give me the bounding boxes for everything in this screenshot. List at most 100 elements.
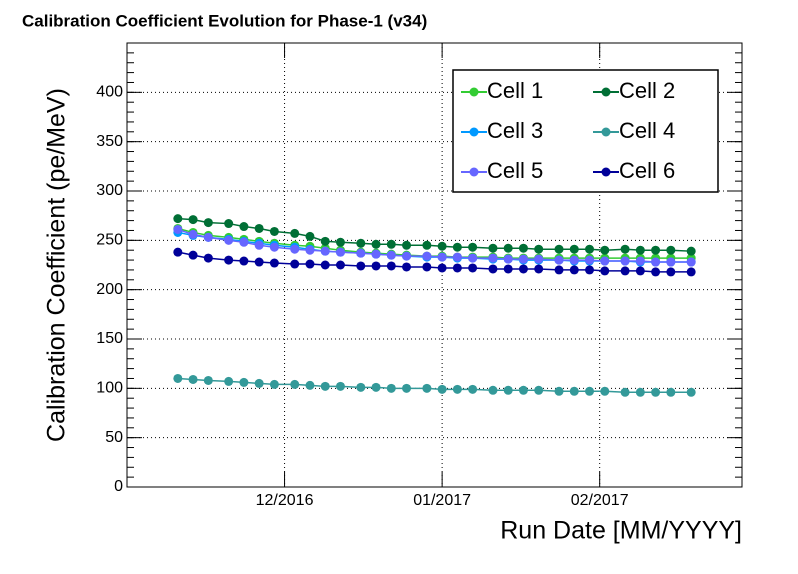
data-point [686,387,696,397]
data-point [290,228,300,238]
data-point [503,243,513,253]
data-point [666,257,676,267]
data-point [503,254,513,264]
data-point [554,265,564,275]
data-point [488,264,498,274]
data-point [651,387,661,397]
data-point [269,242,279,252]
data-point [503,385,513,395]
data-point [335,381,345,391]
data-point [254,378,264,388]
data-point [305,231,315,241]
plot-frame [126,42,743,488]
data-point [356,248,366,258]
data-point [554,386,564,396]
data-point [224,219,234,229]
data-point [585,255,595,265]
data-point [305,259,315,269]
data-point [386,383,396,393]
data-point [402,251,412,261]
data-point [651,257,661,267]
data-point [488,253,498,263]
data-point [188,374,198,384]
data-point [503,264,513,274]
data-point [320,381,330,391]
legend-marker [469,127,479,137]
data-point [254,257,264,267]
data-point [600,245,610,255]
data-point [635,266,645,276]
data-point [305,245,315,255]
data-point [386,239,396,249]
data-point [203,218,213,228]
data-point [620,256,630,266]
data-point [203,253,213,263]
data-point [635,245,645,255]
data-point [239,222,249,232]
data-point [371,239,381,249]
data-point [600,266,610,276]
data-point [402,262,412,272]
data-point [686,257,696,267]
data-point [371,382,381,392]
data-point [468,253,478,263]
data-point [437,252,447,262]
y-axis-label: Calibration Coefficient (pe/MeV) [43,88,71,442]
data-point [600,256,610,266]
data-point [320,236,330,246]
data-point [254,223,264,233]
y-tick-label: 400 [96,84,123,101]
data-point [686,246,696,256]
data-point [269,379,279,389]
series-line [177,377,692,394]
data-point [437,263,447,273]
y-tick-label: 200 [96,281,123,298]
data-point [386,250,396,260]
data-point [534,264,544,274]
legend-label: Cell 2 [619,78,675,103]
data-point [437,241,447,251]
data-point [386,261,396,271]
data-point [224,255,234,265]
data-point [422,383,432,393]
y-tick-label: 250 [96,232,123,249]
chart-title: Calibration Coefficient Evolution for Ph… [22,11,427,30]
data-point [239,256,249,266]
data-point [452,263,462,273]
data-point [290,244,300,254]
data-point [488,385,498,395]
data-point [554,255,564,265]
legend-label: Cell 6 [619,158,675,183]
legend-label: Cell 4 [619,118,675,143]
y-tick-label: 150 [96,330,123,347]
data-point [534,244,544,254]
x-tick-label: 12/2016 [256,492,314,509]
data-point [224,235,234,245]
data-point [666,245,676,255]
legend-box [452,69,719,193]
data-point [651,267,661,277]
data-point [569,255,579,265]
data-point [335,260,345,270]
legend-marker [469,87,479,97]
data-point [620,244,630,254]
data-point [468,242,478,252]
data-point [356,238,366,248]
data-point [188,215,198,225]
data-point [452,252,462,262]
data-point [173,373,183,383]
legend-marker [601,127,611,137]
data-point [518,243,528,253]
data-point [224,376,234,386]
x-axis-label: Run Date [MM/YYYY] [500,517,742,545]
legend-label: Cell 3 [487,118,543,143]
x-tick-label: 02/2017 [571,492,629,509]
data-point [569,244,579,254]
data-point [320,260,330,270]
data-point [651,245,661,255]
y-tick-label: 0 [114,478,123,495]
data-point [620,266,630,276]
data-point [534,385,544,395]
data-point [320,246,330,256]
